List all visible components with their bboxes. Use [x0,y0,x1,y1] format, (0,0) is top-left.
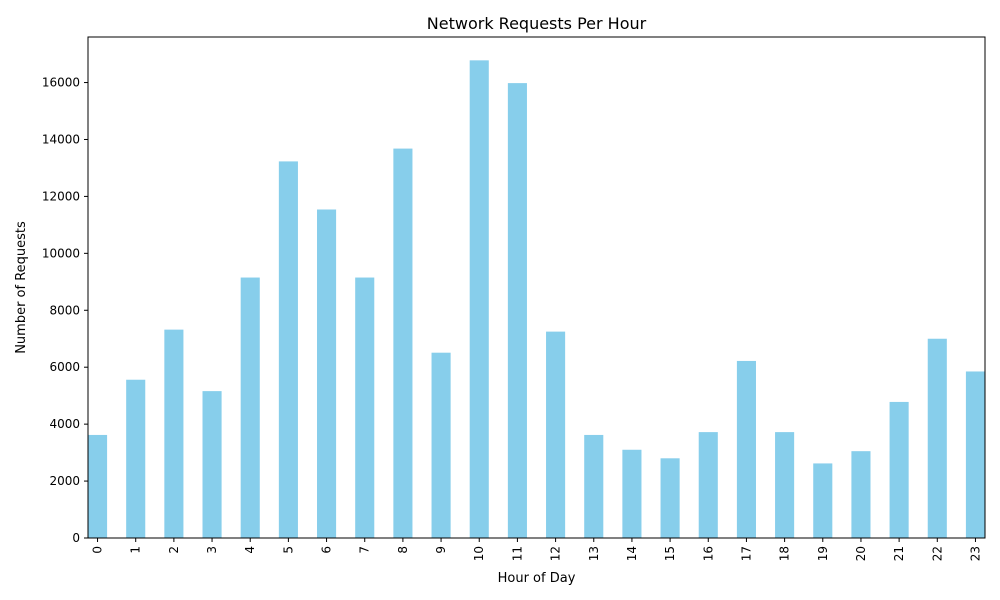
bar-hour-23 [965,371,985,538]
x-tick-label: 6 [320,546,334,554]
x-tick-label: 22 [930,546,944,561]
y-tick-label: 16000 [42,76,80,90]
y-tick-label: 2000 [49,474,80,488]
bar-hour-10 [469,60,489,539]
bar-hour-22 [927,338,947,538]
x-tick-label: 14 [625,546,639,561]
x-tick-label: 11 [510,546,524,561]
x-tick-label: 23 [968,546,982,561]
x-tick-label: 10 [472,546,486,561]
y-tick-label: 12000 [42,189,80,203]
x-tick-label: 1 [129,546,143,554]
bars [88,60,985,539]
bar-hour-12 [546,331,566,538]
x-tick-label: 18 [778,546,792,561]
y-axis-label: Number of Requests [14,221,29,354]
bar-hour-4 [240,277,260,538]
x-tick-label: 5 [281,546,295,554]
x-tick-label: 9 [434,546,448,554]
y-axis-ticks: 0 2000 4000 6000 8000 10000 12000 14000 16000 [42,76,88,545]
chart-title: Network Requests Per Hour [427,14,647,33]
bar-hour-8 [393,148,413,538]
x-tick-label: 21 [892,546,906,561]
x-tick-label: 2 [167,546,181,554]
y-tick-label: 14000 [42,132,80,146]
bar-hour-9 [431,352,451,538]
x-axis-ticks: 0 1 2 3 4 5 6 7 8 9 10 11 12 13 14 15 16 17 18 19 20 21 22 23 [91,538,982,561]
bar-hour-14 [622,449,642,538]
bar-hour-1 [126,379,146,538]
x-tick-label: 15 [663,546,677,561]
bar-hour-16 [698,432,718,538]
x-tick-label: 12 [549,546,563,561]
y-tick-label: 6000 [49,360,80,374]
y-tick-label: 8000 [49,303,80,317]
bar-hour-18 [775,432,795,538]
x-tick-label: 4 [243,546,257,554]
x-tick-label: 16 [701,546,715,561]
bar-hour-3 [202,391,222,538]
bar-hour-20 [851,451,871,538]
plot-area-frame [87,36,986,539]
x-tick-label: 3 [205,546,219,554]
bar-hour-5 [278,161,298,538]
bar-hour-15 [660,458,680,538]
bar-hour-2 [164,329,184,538]
x-tick-label: 17 [739,546,753,561]
x-tick-label: 8 [396,546,410,554]
bar-hour-11 [507,83,527,539]
bar-hour-13 [584,434,604,538]
bar-hour-17 [736,360,756,538]
bar-hour-6 [317,209,337,538]
x-tick-label: 0 [91,546,105,554]
bar-hour-0 [88,434,108,538]
y-tick-label: 10000 [42,246,80,260]
y-tick-label: 4000 [49,417,80,431]
bar-hour-7 [355,277,375,538]
bar-hour-19 [813,463,833,538]
bar-hour-21 [889,401,909,538]
x-tick-label: 7 [358,546,372,554]
x-tick-label: 19 [816,546,830,561]
x-axis-label: Hour of Day [498,571,576,586]
x-tick-label: 13 [587,546,601,561]
x-tick-label: 20 [854,546,868,561]
y-tick-label: 0 [72,531,80,545]
